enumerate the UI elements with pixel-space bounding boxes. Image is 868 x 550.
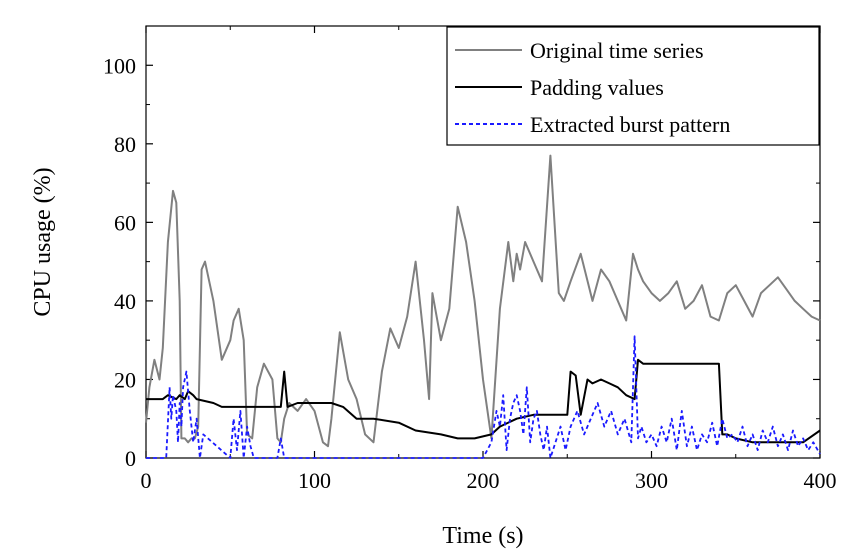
x-tick-label-4: 400 [804, 468, 837, 493]
y-tick-label-5: 100 [103, 53, 136, 78]
x-tick-label-1: 100 [298, 468, 331, 493]
y-tick-label-2: 40 [114, 289, 136, 314]
x-axis-label: Time (s) [442, 523, 523, 549]
x-tick-label-0: 0 [141, 468, 152, 493]
legend-label-1: Original time series [530, 38, 704, 63]
series-line-2 [146, 358, 821, 444]
legend-label-3: Extracted burst pattern [530, 112, 730, 137]
y-tick-label-1: 20 [114, 367, 136, 392]
legend-label-2: Padding values [530, 75, 664, 100]
series-line-1 [145, 154, 821, 448]
series-lines [145, 154, 821, 459]
x-tick-label-3: 300 [635, 468, 668, 493]
y-tick-label-4: 80 [114, 132, 136, 157]
series-line-3 [146, 335, 821, 459]
y-tick-label-3: 60 [114, 210, 136, 235]
x-tick-label-2: 200 [467, 468, 500, 493]
legend: Original time series Padding values Extrac… [446, 26, 820, 146]
y-tick-label-0: 0 [125, 446, 136, 471]
axis-ticks: 0 100 200 300 400 0 20 40 60 80 100 [103, 26, 837, 493]
y-axis-label: CPU usage (%) [30, 167, 56, 316]
